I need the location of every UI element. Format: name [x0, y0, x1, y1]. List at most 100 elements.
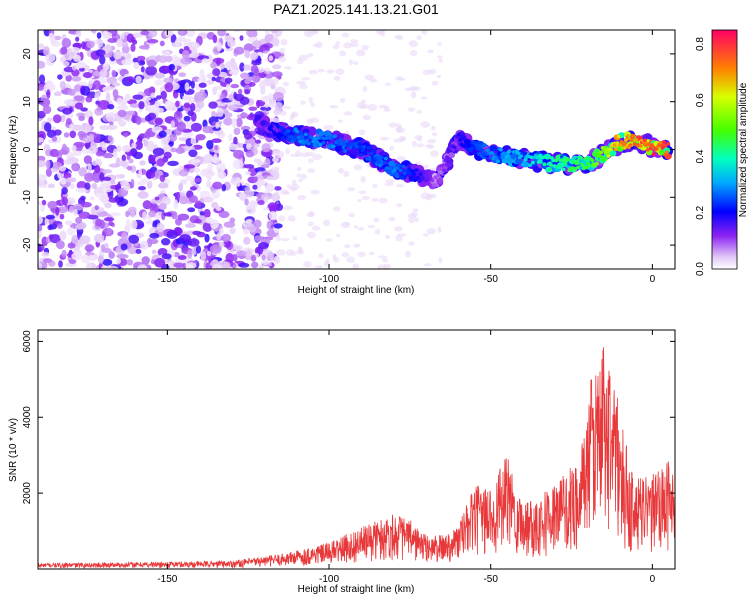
heatmap-cell: [519, 154, 524, 158]
heatmap-cell: [225, 60, 237, 70]
heatmap-cell: [447, 152, 455, 159]
heatmap-cell: [264, 183, 275, 192]
heatmap-cell: [100, 180, 112, 186]
heatmap-cell: [541, 155, 546, 160]
heatmap-cell: [172, 54, 178, 61]
heatmap-cell: [245, 249, 253, 259]
heatmap-cell: [47, 224, 53, 231]
heatmap-cell: [211, 138, 222, 143]
heatmap-cell: [594, 161, 599, 166]
heatmap-cell: [376, 160, 381, 165]
heatmap-cell: [97, 100, 110, 110]
heatmap-cell: [332, 44, 340, 50]
heatmap-cell: [274, 38, 280, 47]
heatmap-cell: [185, 262, 197, 269]
heatmap-cell: [157, 182, 169, 189]
heatmap-cell: [127, 76, 135, 83]
heatmap-cell: [251, 73, 261, 83]
heatmap-cell: [131, 142, 137, 149]
heatmap-cell: [45, 159, 51, 169]
heatmap-cell: [578, 156, 583, 160]
heatmap-cell: [152, 147, 165, 156]
heatmap-cell: [263, 67, 271, 75]
heatmap-cell: [60, 114, 66, 123]
heatmap-cell: [452, 145, 457, 150]
heatmap-cell: [341, 252, 349, 258]
heatmap-cell: [618, 143, 623, 147]
heatmap-cell: [353, 164, 363, 171]
heatmap-cell: [423, 263, 432, 267]
heatmap-cell: [38, 179, 45, 188]
heatmap-cell: [71, 124, 83, 131]
heatmap-cell: [501, 151, 506, 156]
heatmap-cell: [75, 216, 83, 224]
heatmap-cell: [38, 174, 47, 182]
heatmap-cell: [141, 256, 150, 265]
heatmap-cell: [590, 158, 595, 163]
heatmap-cell: [74, 249, 79, 257]
heatmap-cell: [490, 145, 498, 152]
heatmap-cell: [269, 127, 273, 132]
heatmap-cell: [100, 77, 107, 84]
heatmap-cell: [343, 170, 350, 178]
heatmap-cell: [128, 158, 134, 164]
heatmap-cell: [148, 210, 157, 218]
heatmap-cell: [254, 67, 260, 77]
heatmap-cell: [50, 168, 59, 173]
heatmap-cell: [138, 186, 146, 191]
heatmap-cell: [300, 100, 306, 105]
heatmap-cell: [429, 183, 433, 188]
heatmap-cell: [268, 211, 278, 221]
heatmap-cell: [218, 71, 228, 78]
heatmap-cell: [229, 227, 236, 235]
heatmap-cell: [344, 139, 349, 144]
heatmap-cell: [108, 163, 121, 168]
heatmap-cell: [217, 30, 227, 37]
heatmap-cell: [106, 265, 119, 269]
heatmap-cell: [107, 135, 113, 142]
heatmap-cell: [170, 120, 175, 129]
heatmap-cell: [235, 117, 243, 128]
heatmap-cell: [48, 234, 54, 239]
heatmap-cell: [447, 160, 452, 165]
heatmap-cell: [128, 234, 140, 244]
snr-y-axis: 2000 4000 6000: [22, 330, 675, 504]
heatmap-cell: [161, 196, 171, 206]
heatmap-cell: [437, 167, 442, 171]
heatmap-cell: [399, 176, 404, 180]
heatmap-cell: [333, 75, 341, 81]
heatmap-cell: [243, 228, 250, 235]
heatmap-cell: [166, 106, 172, 111]
heatmap-cell: [372, 149, 377, 154]
heatmap-cell: [312, 137, 317, 141]
heatmap-cell: [408, 241, 415, 246]
heatmap-cell: [261, 254, 266, 261]
heatmap-cell: [356, 49, 366, 57]
heatmap-cell: [290, 153, 300, 157]
heatmap-cell: [396, 155, 407, 163]
heatmap-cell: [422, 69, 432, 76]
heatmap-cell: [260, 95, 271, 103]
heatmap-cell: [238, 88, 243, 95]
heatmap-cell: [240, 125, 251, 131]
heatmap-cell: [48, 32, 55, 41]
heatmap-cell: [120, 33, 125, 40]
heatmap-cell: [163, 212, 174, 217]
heatmap-cell: [420, 96, 428, 100]
heatmap-cell: [38, 229, 42, 239]
heatmap-cell: [38, 74, 46, 84]
heatmap-cell: [202, 92, 207, 99]
heatmap-cell: [59, 230, 67, 241]
heatmap-cell: [56, 206, 68, 214]
heatmap-cell: [416, 110, 423, 114]
heatmap-cell: [407, 167, 412, 171]
heatmap-cell: [615, 141, 620, 145]
heatmap-cell: [343, 111, 353, 116]
heatmap-cell: [197, 77, 207, 82]
heatmap-cell: [119, 174, 125, 179]
heatmap-cell: [480, 148, 484, 152]
heatmap-cell: [219, 228, 224, 235]
heatmap-cell: [85, 261, 93, 269]
x-tick-label: -150: [157, 574, 177, 585]
